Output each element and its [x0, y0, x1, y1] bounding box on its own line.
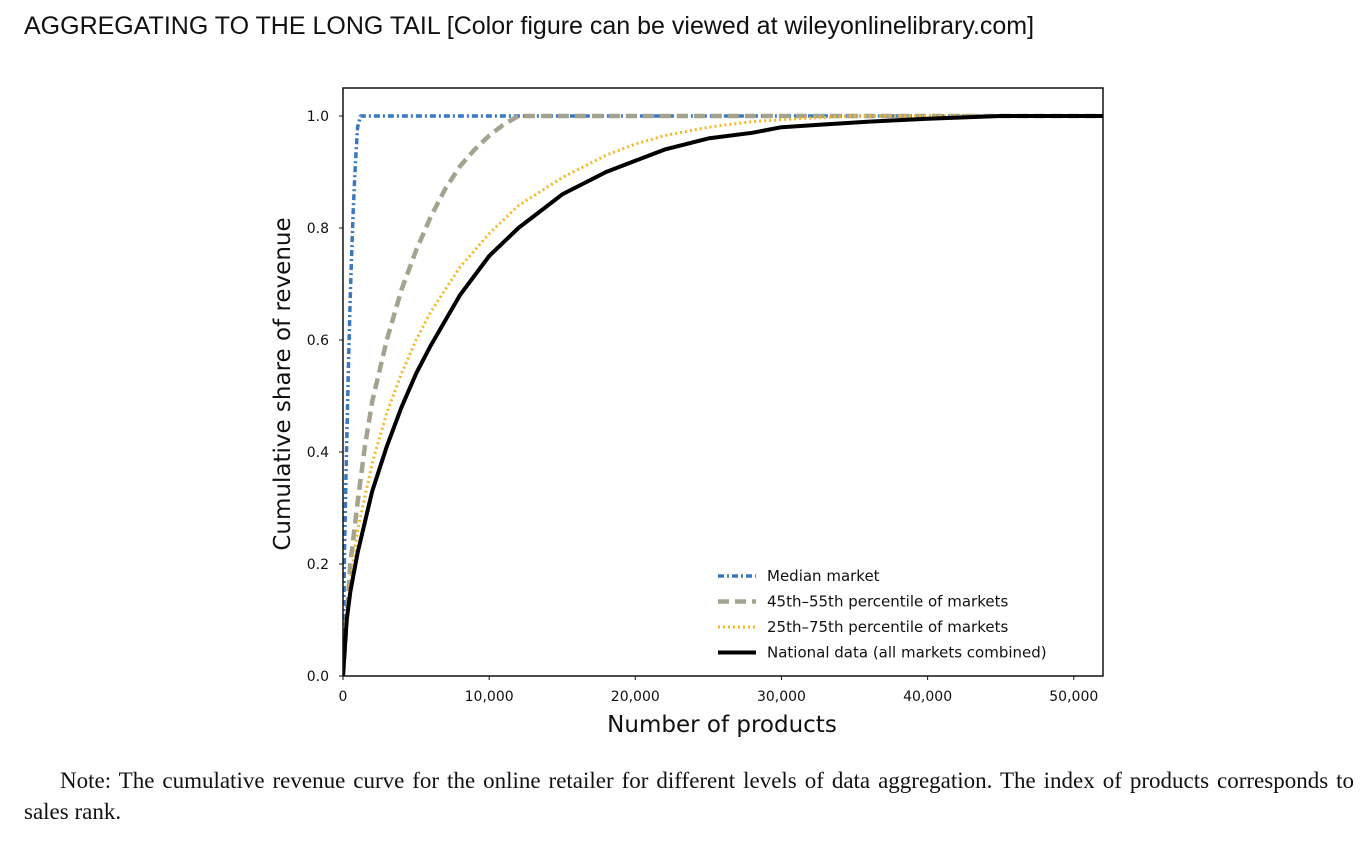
x-axis-title: Number of products	[607, 712, 837, 738]
series-line-2	[343, 113, 1103, 676]
y-axis: 0.0 0.2 0.4 0.6 0.8 1.0	[307, 109, 343, 685]
y-tick-label: 0.8	[307, 221, 329, 237]
x-tick-label: 10,000	[465, 689, 514, 705]
x-tick-label: 50,000	[1049, 689, 1098, 705]
legend-label-2: 45th–55th percentile of markets	[767, 593, 1008, 611]
chart-svg: 0 10,000 20,000 30,000 40,000 50,000 0.00.20.…	[270, 87, 1104, 738]
x-tick-label: 0	[339, 689, 348, 705]
series-line-4	[343, 114, 1103, 676]
y-tick-label: 0.2	[307, 557, 329, 573]
x-axis: 0 10,000 20,000 30,000 40,000 50,000	[339, 676, 1098, 705]
plot-frame	[342, 87, 1104, 677]
y-tick-label: 0.4	[307, 445, 329, 461]
series-line-3	[343, 114, 1103, 676]
legend-label-3: 25th–75th percentile of markets	[767, 618, 1008, 636]
x-tick-label: 40,000	[903, 689, 952, 705]
figure-title: AGGREGATING TO THE LONG TAIL [Color figu…	[24, 12, 1035, 40]
series-line-1	[343, 114, 1103, 676]
y-tick-label: 0.0	[307, 669, 329, 685]
legend: Median market 45th–55th percentile of mar…	[718, 567, 1047, 662]
figure-note: Note: The cumulative revenue curve for t…	[24, 768, 1354, 824]
series-lines	[343, 113, 1103, 676]
x-tick-label: 20,000	[611, 689, 660, 705]
y-tick-label: 0.6	[307, 333, 329, 349]
legend-label-1: Median market	[767, 567, 880, 585]
y-tick-label: 1.0	[307, 109, 329, 125]
y-axis-title: Cumulative share of revenue	[270, 217, 296, 550]
legend-label-4: National data (all markets combined)	[767, 644, 1047, 662]
plot-area	[342, 87, 1104, 677]
x-tick-label: 30,000	[757, 689, 806, 705]
